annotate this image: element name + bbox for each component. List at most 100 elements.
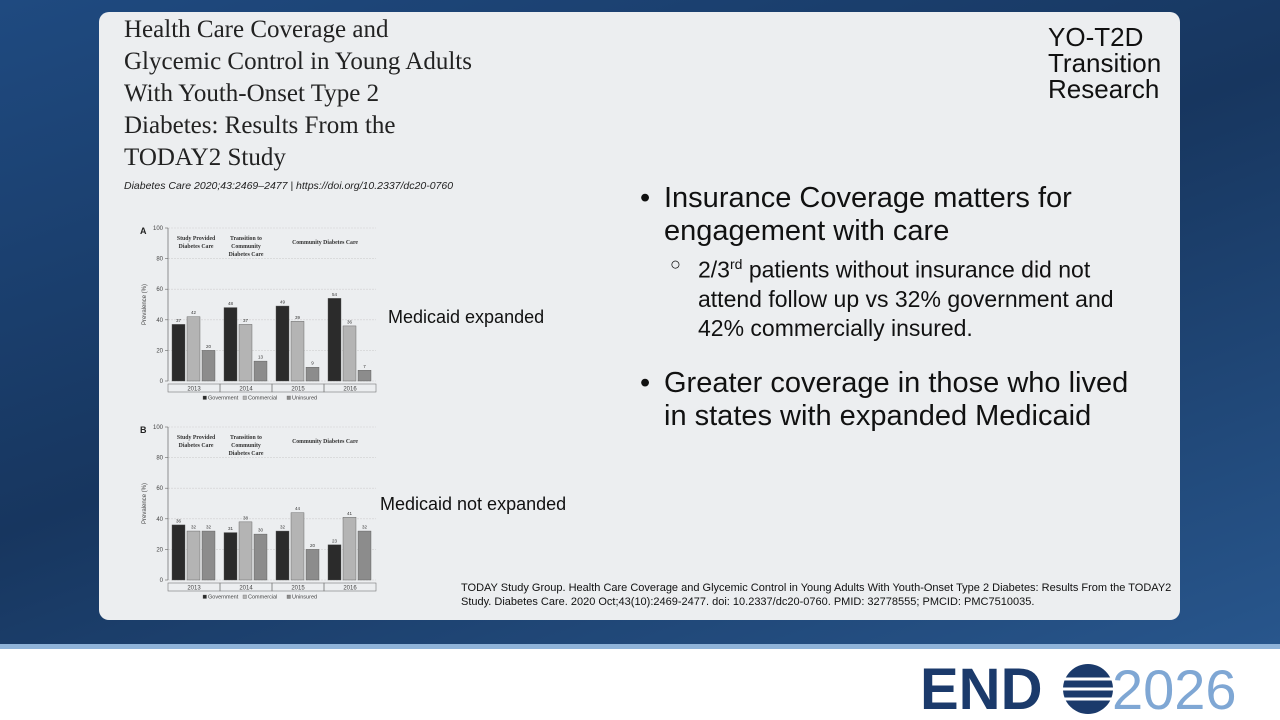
bar <box>290 512 305 581</box>
title-line: With Youth-Onset Type 2 <box>124 80 380 107</box>
logo-left: END <box>920 657 1042 720</box>
bar <box>238 324 253 382</box>
data-label: 41 <box>347 511 353 516</box>
data-label: 7 <box>363 364 366 369</box>
brand: YO-T2D Transition Research <box>1048 24 1161 102</box>
x-tick-label: 2013 <box>187 586 201 592</box>
category-box <box>323 383 377 393</box>
bar <box>275 530 290 581</box>
phase-label: Community <box>231 244 261 250</box>
data-label: 13 <box>258 355 264 360</box>
data-label: 32 <box>362 525 368 530</box>
superscript: rd <box>729 256 743 272</box>
y-tick-label: 100 <box>153 425 164 431</box>
bar <box>342 517 357 581</box>
x-tick-label: 2013 <box>187 387 201 393</box>
bar <box>253 360 268 382</box>
y-tick-label: 40 <box>156 318 163 324</box>
legend-swatch <box>242 594 247 599</box>
legend-swatch <box>286 395 291 400</box>
footer-band: END 2026 <box>0 644 1280 720</box>
y-tick-label: 60 <box>156 287 163 293</box>
sub-bullet-text: patients without insurance did not atten… <box>698 256 1114 341</box>
legend-label: Commercial <box>248 396 277 402</box>
title-line: Health Care Coverage and <box>124 16 389 43</box>
bar <box>171 324 186 382</box>
slide-title: Health Care Coverage and Glycemic Contro… <box>124 14 472 174</box>
data-label: 20 <box>206 344 212 349</box>
phase-label: Community Diabetes Care <box>292 240 358 246</box>
y-tick-label: 80 <box>156 456 163 462</box>
bar <box>186 316 201 382</box>
title-line: Diabetes: Results From the <box>124 112 396 139</box>
data-label: 54 <box>332 292 338 297</box>
y-tick-label: 60 <box>156 486 163 492</box>
x-tick-label: 2014 <box>239 586 253 592</box>
phase-label: Transition to <box>230 236 262 242</box>
phase-label: Diabetes Care <box>179 244 214 250</box>
chart-caption: Medicaid expanded <box>388 307 545 327</box>
brand-line: YO-T2D <box>1048 22 1144 52</box>
reference: TODAY Study Group. Health Care Coverage … <box>461 582 1172 608</box>
charts: A Prevalence (%) 0 20 40 60 80 100 Study Provide… <box>140 226 377 601</box>
data-label: 37 <box>176 318 182 323</box>
sub-bullet-text: 2/3 <box>698 256 730 283</box>
bar <box>223 307 238 382</box>
data-label: 48 <box>228 301 234 306</box>
y-axis-label: Prevalence (%) <box>142 284 148 325</box>
bar <box>238 521 253 581</box>
panel-label: A <box>140 226 147 236</box>
phase-label: Community <box>231 443 261 449</box>
bar <box>201 350 216 382</box>
bar <box>290 321 305 382</box>
chart-caption: Medicaid not expanded <box>380 494 567 514</box>
data-label: 32 <box>206 525 212 530</box>
data-label: 44 <box>295 506 301 511</box>
legend-swatch <box>202 594 207 599</box>
bullet-text: Insurance Coverage matters for engagemen… <box>664 182 1072 247</box>
bar <box>201 530 216 581</box>
logo-right: 2026 <box>1112 658 1237 720</box>
bullet: • Greater coverage in those who lived in … <box>640 367 1134 433</box>
y-tick-label: 20 <box>156 547 163 553</box>
legend-label: Uninsured <box>292 396 317 402</box>
brand-line: Research <box>1048 74 1160 104</box>
logo-globe-stripes <box>1063 677 1113 701</box>
bullet-dot: • <box>640 367 651 399</box>
y-tick-label: 0 <box>160 578 164 584</box>
bullet: • Insurance Coverage matters for engageme… <box>640 182 1134 248</box>
x-tick-label: 2014 <box>239 387 253 393</box>
citation: Diabetes Care 2020;43:2469–2477 | https:… <box>124 180 454 192</box>
legend-swatch <box>242 395 247 400</box>
legend-label: Uninsured <box>292 595 317 601</box>
data-label: 36 <box>347 319 353 324</box>
data-label: 49 <box>280 300 286 305</box>
bar <box>275 305 290 382</box>
data-label: 20 <box>310 543 316 548</box>
legend-label: Commercial <box>248 595 277 601</box>
data-label: 42 <box>191 310 197 315</box>
bar <box>186 530 201 581</box>
data-label: 32 <box>280 525 286 530</box>
panel-label: B <box>140 425 147 435</box>
bullet-dot: ○ <box>670 254 681 274</box>
y-tick-label: 40 <box>156 517 163 523</box>
legend-label: Government <box>208 595 239 601</box>
x-tick-label: 2015 <box>291 387 305 393</box>
y-tick-label: 20 <box>156 348 163 354</box>
sub-bullet: ○ 2/3rd patients without insurance did no… <box>670 250 1138 343</box>
data-label: 37 <box>243 318 249 323</box>
data-label: 32 <box>191 525 197 530</box>
x-tick-label: 2015 <box>291 586 305 592</box>
data-label: 36 <box>176 518 182 523</box>
title-line: Glycemic Control in Young Adults <box>124 48 472 75</box>
bullet-dot: • <box>640 182 651 214</box>
bar <box>305 549 320 581</box>
y-tick-label: 100 <box>153 226 164 232</box>
y-tick-label: 0 <box>160 379 164 385</box>
data-label: 30 <box>258 528 264 533</box>
data-label: 9 <box>311 361 314 366</box>
phase-label: Diabetes Care <box>229 451 264 457</box>
bar <box>357 370 372 382</box>
